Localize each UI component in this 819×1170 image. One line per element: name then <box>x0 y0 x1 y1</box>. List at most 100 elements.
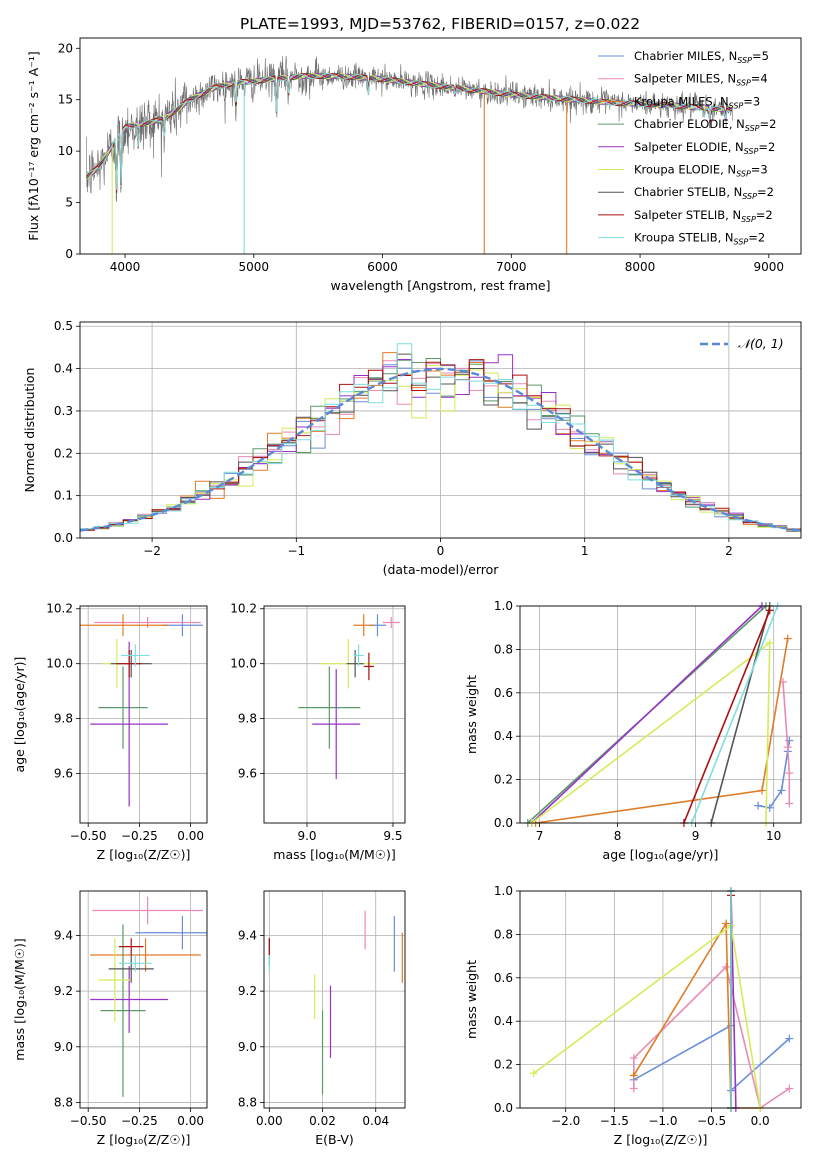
weight-line <box>782 681 791 804</box>
legend-entry: Chabrier ELODIE, NSSP=2 <box>634 117 776 133</box>
mass-vs-Z-panel: −0.50 −0.25 0.00 8.8 9.0 9.2 9.4 Z [log₁₀(Z/Z☉)… <box>12 890 208 1147</box>
x-tick-label: 0 <box>437 544 445 558</box>
y-tick-label: 8.8 <box>238 1095 257 1109</box>
age-vs-mass-panel: 9.0 9.5 9.6 9.8 10.0 10.2 mass [log₁₀(M/M☉)] <box>230 602 406 862</box>
x-axis-label: Z [log₁₀(Z/Z☉)] <box>97 847 191 862</box>
y-tick-label: 0 <box>65 247 73 261</box>
y-tick-label: 1.0 <box>494 599 513 613</box>
y-tick-label: 8.8 <box>54 1095 73 1109</box>
weight-vs-age-panel: 7 8 9 10 0.0 0.2 0.4 0.6 0.8 1.0 age [log₁₀(age/yr… <box>464 599 802 862</box>
y-tick-label: 0.4 <box>494 1014 513 1028</box>
residual-histogram <box>80 343 801 533</box>
y-tick-label: 9.0 <box>54 1040 73 1054</box>
normal-curve <box>79 367 802 532</box>
axes-frame <box>79 37 802 255</box>
x-tick-label: −0.50 <box>70 829 107 843</box>
legend-entry: Kroupa ELODIE, NSSP=3 <box>634 163 768 179</box>
x-tick-label: 8 <box>614 829 622 843</box>
x-tick-label: −2.0 <box>551 1114 580 1128</box>
weight-vs-Z-panel: −2.0 −1.5 −1.0 −0.5 0.0 0.0 0.2 0.4 0.6 0.8 1.0 Z [… <box>464 884 802 1147</box>
y-tick-label: 0.4 <box>54 362 73 376</box>
residuals-panel: −2 −1 0 1 2 0.0 0.1 0.2 0.3 0.4 0.5 (data-model)/er… <box>22 319 802 577</box>
y-tick-label: 10.0 <box>230 657 257 671</box>
axes-frame <box>263 890 406 1109</box>
y-tick-label: 10 <box>58 144 73 158</box>
y-tick-label: 0.3 <box>54 404 73 418</box>
x-axis-label: (data-model)/error <box>383 562 500 577</box>
spectrum-panel: 4000 5000 6000 7000 8000 9000 0 5 10 15 20 waveleng… <box>26 37 802 293</box>
y-axis-label: age [log₁₀(age/yr)] <box>12 657 27 773</box>
legend-entry: Salpeter ELODIE, NSSP=2 <box>634 140 775 156</box>
y-axis-label: mass weight <box>464 960 479 1039</box>
y-tick-label: 0.6 <box>494 971 513 985</box>
x-tick-label: 0.04 <box>362 1114 389 1128</box>
x-tick-label: 9.0 <box>297 829 316 843</box>
x-tick-label: −0.50 <box>70 1114 107 1128</box>
x-tick-label: −0.5 <box>697 1114 726 1128</box>
y-tick-label: 9.2 <box>54 984 73 998</box>
age-vs-Z-panel: −0.50 −0.25 0.00 9.6 9.8 10.0 10.2 Z [log₁₀(Z/Z… <box>12 602 208 862</box>
legend-entry: Kroupa MILES, NSSP=3 <box>634 94 760 110</box>
y-tick-label: 10.2 <box>46 602 73 616</box>
legend-entry: Kroupa STELIB, NSSP=2 <box>634 231 765 247</box>
weight-line <box>690 605 779 824</box>
y-tick-label: 9.8 <box>54 712 73 726</box>
y-tick-label: 0.8 <box>494 927 513 941</box>
axes-frame <box>79 890 208 1109</box>
y-tick-label: 0.4 <box>494 729 513 743</box>
x-tick-label: 0.02 <box>309 1114 336 1128</box>
axes-frame <box>79 321 802 539</box>
y-tick-label: 10.2 <box>230 602 257 616</box>
x-tick-label: −0.25 <box>121 829 158 843</box>
x-tick-label: 9 <box>692 829 700 843</box>
y-axis-label: mass weight <box>464 675 479 754</box>
y-axis-label: Normed distribution <box>22 368 37 493</box>
weight-line <box>710 605 771 824</box>
x-tick-label: 4000 <box>110 260 141 274</box>
y-tick-label: 20 <box>58 41 73 55</box>
y-tick-label: 0.6 <box>494 686 513 700</box>
y-axis-label: Flux [fλ10⁻¹⁷ erg cm⁻² s⁻¹ A⁻¹] <box>26 51 41 240</box>
x-tick-label: 9.5 <box>383 829 402 843</box>
x-axis-label: mass [log₁₀(M/M☉)] <box>273 847 395 862</box>
x-tick-label: −1.5 <box>600 1114 629 1128</box>
y-tick-label: 0.0 <box>54 531 73 545</box>
y-tick-label: 9.8 <box>238 712 257 726</box>
axes-frame <box>519 605 802 824</box>
x-tick-label: 7 <box>536 829 544 843</box>
y-tick-label: 0.2 <box>494 773 513 787</box>
y-tick-label: 9.6 <box>54 767 73 781</box>
weight-line <box>683 610 771 824</box>
weight-line <box>531 641 771 824</box>
weight-line <box>535 638 789 824</box>
y-tick-label: 9.4 <box>54 929 73 943</box>
x-tick-label: 6000 <box>367 260 398 274</box>
y-tick-label: 0.8 <box>494 642 513 656</box>
y-tick-label: 0.0 <box>494 816 513 830</box>
model-spectrum <box>86 73 733 192</box>
legend-entry: 𝒩(0, 1) <box>738 336 784 351</box>
model-spectrum <box>86 73 733 190</box>
legend-entry: Salpeter STELIB, NSSP=2 <box>634 208 773 224</box>
y-tick-label: 9.6 <box>238 767 257 781</box>
x-tick-label: 2 <box>725 544 733 558</box>
model-spectrum <box>86 73 733 195</box>
x-axis-label: E(B-V) <box>315 1132 354 1147</box>
legend-entry: Salpeter MILES, NSSP=4 <box>634 72 768 88</box>
y-tick-label: 0.1 <box>54 489 73 503</box>
x-tick-label: 7000 <box>496 260 527 274</box>
weight-line <box>531 605 763 824</box>
y-tick-label: 9.0 <box>238 1040 257 1054</box>
x-tick-label: −2 <box>143 544 161 558</box>
y-tick-label: 0.5 <box>54 319 73 333</box>
y-tick-label: 0.2 <box>54 446 73 460</box>
x-tick-label: −1.0 <box>648 1114 677 1128</box>
axes-frame <box>79 605 208 824</box>
figure-title: PLATE=1993, MJD=53762, FIBERID=0157, z=0… <box>240 15 640 33</box>
x-tick-label: −1 <box>287 544 305 558</box>
y-tick-label: 10.0 <box>46 657 73 671</box>
model-spectrum <box>86 73 566 190</box>
x-tick-label: 1 <box>581 544 589 558</box>
legend-entry: Chabrier STELIB, NSSP=2 <box>634 185 774 201</box>
